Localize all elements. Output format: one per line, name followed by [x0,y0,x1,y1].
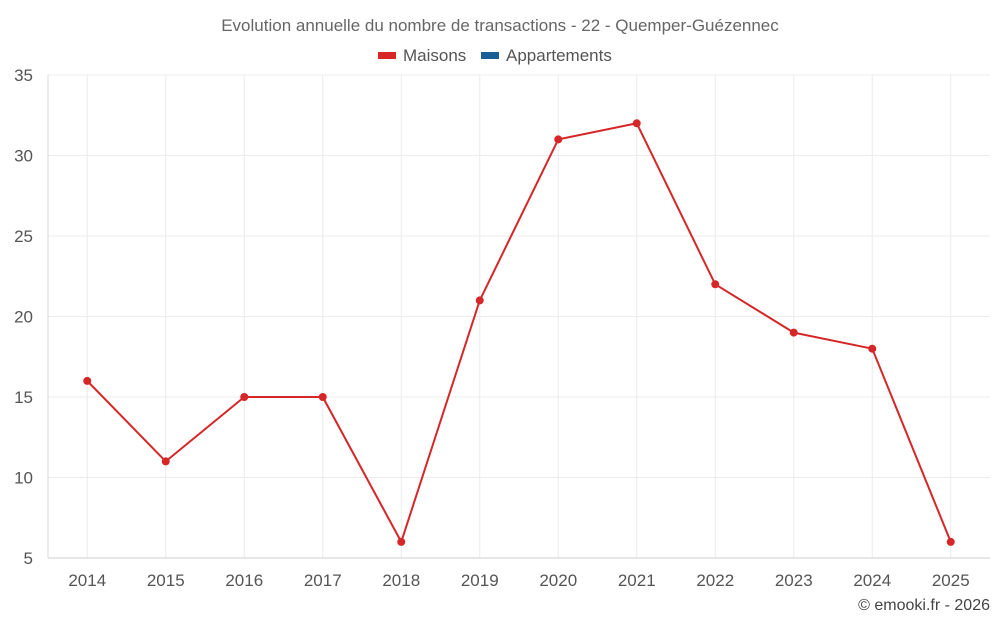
legend-item-appartements[interactable]: Appartements [481,46,612,65]
x-tick-label: 2021 [618,571,656,590]
y-tick-label: 10 [14,469,33,488]
legend-label-appartements: Appartements [506,46,612,65]
y-tick-label: 30 [14,147,33,166]
data-point-maisons[interactable] [946,537,955,546]
x-tick-label: 2016 [225,571,263,590]
x-tick-label: 2017 [304,571,342,590]
data-point-maisons[interactable] [240,393,249,401]
y-tick-label: 25 [14,227,33,246]
legend: Maisons Appartements [378,46,612,65]
data-point-maisons[interactable] [161,457,170,466]
data-point-maisons[interactable] [789,328,798,337]
data-point-maisons[interactable] [397,537,406,546]
data-point-maisons[interactable] [554,135,563,144]
data-point-maisons[interactable] [83,376,92,385]
x-tick-label: 2014 [68,571,106,590]
legend-swatch-appartements [481,52,499,59]
data-point-maisons[interactable] [711,280,720,289]
credit-text: © emooki.fr - 2026 [858,597,990,614]
y-tick-label: 5 [24,549,33,568]
y-axis: 5 10 15 20 25 30 35 [14,66,49,568]
data-point-maisons[interactable] [868,344,877,353]
data-point-maisons[interactable] [318,393,327,401]
series-line-maisons [86,122,952,543]
chart-title: Evolution annuelle du nombre de transact… [221,16,779,35]
data-point-maisons[interactable] [632,119,641,128]
x-tick-label: 2022 [696,571,734,590]
grid [48,74,990,559]
x-tick-label: 2024 [853,571,891,590]
x-tick-label: 2023 [775,571,813,590]
y-tick-label: 15 [14,388,33,407]
legend-label-maisons: Maisons [403,46,466,65]
x-tick-label: 2018 [382,571,420,590]
legend-swatch-maisons [378,52,396,59]
x-tick-label: 2020 [539,571,577,590]
x-tick-label: 2015 [147,571,185,590]
x-tick-label: 2019 [461,571,499,590]
x-tick-label: 2025 [932,571,970,590]
y-tick-label: 35 [14,66,33,85]
y-tick-label: 20 [14,308,33,327]
plot-area [83,119,955,546]
data-point-maisons[interactable] [475,296,484,305]
x-axis: 2014 2015 2016 2017 2018 2019 2020 2021 2022 2023… [48,557,990,590]
legend-item-maisons[interactable]: Maisons [378,46,466,65]
